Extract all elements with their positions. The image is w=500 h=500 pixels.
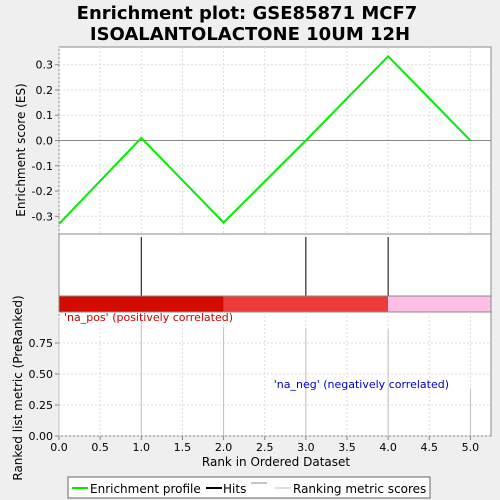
correlation-segment-1 [223,296,389,312]
ranking-grid [58,312,491,437]
es-tick-label-0: 0.3 [36,59,54,72]
x-axis-label: Rank in Ordered Dataset [202,455,350,469]
x-axis-ticks: 0.0 0.5 1.0 1.5 2.0 2.5 3.0 3.5 4.0 4.5 5.0 [50,436,479,454]
es-y-axis-label: Enrichment score (ES) [14,83,28,216]
rank-tick-label-1: 0.50 [29,368,54,381]
es-tick-label-6: -0.3 [32,210,53,223]
rank-tick-label-3: 0.00 [29,430,54,443]
correlation-segment-2 [388,296,491,312]
x-tick-label-10: 5.0 [462,441,480,454]
correlation-segment-0 [59,296,224,312]
legend-label-hits: Hits [223,482,246,496]
es-tick-label-5: -0.2 [32,185,53,198]
rank-tick-label-0: 0.75 [29,337,54,350]
es-y-ticks: 0.3 0.2 0.1 0.0 -0.1 -0.2 -0.3 [32,59,59,223]
x-tick-label-9: 4.5 [421,441,439,454]
x-tick-label-6: 3.0 [297,441,315,454]
x-tick-label-8: 4.0 [379,441,397,454]
ranking-panel: 0.75 0.50 0.25 0.00 'na_pos' (positively co… [11,295,492,481]
title-line-2: ISOALANTOLACTONE 10UM 12H [90,24,410,45]
x-tick-label-4: 2.0 [215,441,233,454]
legend-label-enrichment-profile: Enrichment profile [90,482,201,496]
es-tick-label-2: 0.1 [36,109,54,122]
es-tick-label-1: 0.2 [36,84,54,97]
negative-correlation-label: 'na_neg' (negatively correlated) [274,378,449,391]
es-tick-label-3: 0.0 [36,135,54,148]
x-tick-label-5: 2.5 [256,441,274,454]
legend-label-ranking-metric: Ranking metric scores [293,482,426,496]
x-tick-label-0: 0.0 [50,441,68,454]
correlation-bar [58,295,492,313]
x-tick-label-7: 3.5 [338,441,356,454]
hits-panel [58,233,492,297]
ranking-bars [58,318,471,436]
es-profile-line [58,54,472,225]
legend: Enrichment profile Hits Ranking metric s… [67,476,431,499]
ranking-y-axis-label: Ranked list metric (PreRanked) [11,295,25,480]
legend-frame [67,476,431,499]
title-line-1: Enrichment plot: GSE85871 MCF7 [77,3,418,24]
es-tick-label-4: -0.1 [32,160,53,173]
hit-lines [140,237,389,296]
rank-tick-label-2: 0.25 [29,399,54,412]
x-tick-label-2: 1.0 [133,441,151,454]
positive-correlation-label: 'na_pos' (positively correlated) [64,311,233,324]
x-tick-label-3: 1.5 [174,441,192,454]
hits-panel-frame [58,233,492,297]
x-tick-label-1: 0.5 [91,441,109,454]
es-panel: 0.3 0.2 0.1 0.0 -0.1 -0.2 -0.3 Enrichment scor… [14,46,492,235]
ranking-y-ticks: 0.75 0.50 0.25 0.00 [29,337,59,443]
